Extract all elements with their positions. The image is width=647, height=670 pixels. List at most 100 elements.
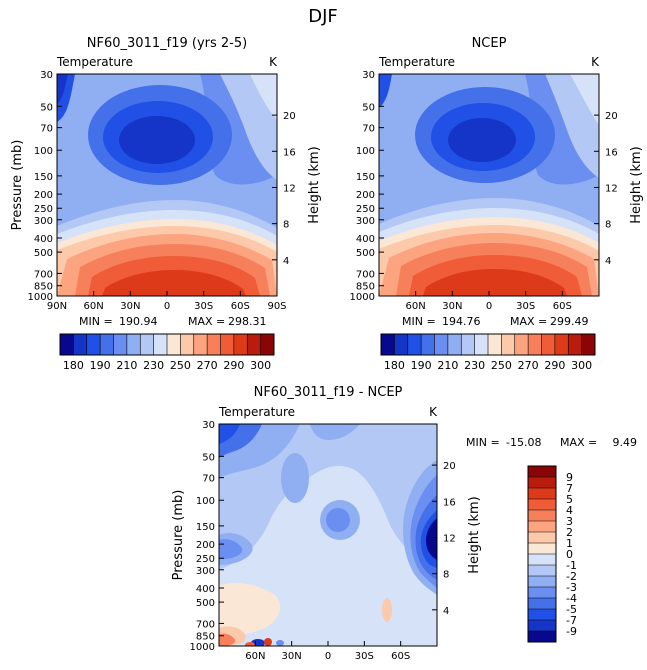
panel-model-colorbar-swatch [247,334,261,355]
panel-diff-height-tick-label: 16 [443,497,456,508]
panel-ncep-ylabel-right: Height (km) [629,146,644,223]
panel-ncep-height-tick-label: 16 [605,147,618,158]
panel-diff-colorbar-swatch [528,620,556,632]
panel-ncep-pressure-tick-label: 1000 [350,292,375,303]
panel-model-x-tick-label: 30N [120,301,140,312]
panel-diff-height-tick-label: 12 [443,533,456,544]
panel-ncep-pressure-tick-label: 400 [356,234,375,245]
panel-diff-x-tick-label: 0 [325,651,331,662]
panel-model-height-tick-label: 12 [283,183,296,194]
panel-ncep-units: K [591,55,600,69]
panel-diff-ylabel-right: Height (km) [467,496,482,573]
panel-model-colorbar-label: 270 [197,359,218,372]
panel-diff-colorbar-swatch [528,565,556,577]
panel-diff-variable: Temperature [218,405,295,419]
panel-ncep-colorbar-swatch [541,334,556,355]
panel-diff-colorbar-swatch [528,576,556,588]
panel-ncep-title: NCEP [472,36,507,51]
panel-model-colorbar-label: 180 [63,359,84,372]
panel-diff-pressure-tick-label: 30 [202,420,215,431]
panel-model-pressure-tick-label: 300 [34,216,53,227]
panel-diff-max-value: 9.49 [613,436,638,449]
panel-diff-colorbar-swatch [528,488,556,500]
panel-ncep-x-tick-label: 30S [516,301,535,312]
panel-diff-height-tick-label: 20 [443,461,456,472]
panel-model-min-value: 190.94 [119,315,158,328]
panel-ncep-colorbar-swatch [394,334,409,355]
panel-diff-colorbar-label: 7 [566,482,573,495]
panel-ncep-pressure-tick-label: 250 [356,204,375,215]
panel-diff-colorbar-label: 1 [566,537,573,550]
panel-diff-colorbar-label: -1 [566,559,577,572]
panel-diff-pressure-tick-label: 100 [196,496,215,507]
panel-model-colorbar-label: 210 [116,359,137,372]
panel-ncep-colorbar-label: 190 [411,359,432,372]
panel-ncep-colorbar-swatch [581,334,596,355]
panel-diff-units: K [429,405,438,419]
panel-ncep-colorbar-swatch [501,334,516,355]
panel-model-stats: MIN = 190.94 MAX = 298.31 [79,315,267,328]
panel-ncep-colorbar-label: 250 [491,359,512,372]
panel-diff-pressure-tick-label: 250 [196,554,215,565]
panel-diff-pressure-tick-label: 200 [196,540,215,551]
panel-ncep-pressure-tick-label: 850 [356,282,375,293]
panel-diff-colorbar-swatch [528,510,556,522]
panel-ncep-colorbar-label: 210 [437,359,458,372]
panel-diff-colorbar-swatch [528,554,556,566]
panel-ncep-pressure-tick-label: 150 [356,172,375,183]
panel-ncep-colorbar-swatch [474,334,489,355]
panel-model-colorbar-swatch [220,334,235,355]
panel-diff-pressure-tick-label: 70 [202,474,215,485]
panel-ncep-pressure-tick-label: 200 [356,190,375,201]
panel-model-max-label: MAX = [188,315,225,328]
panel-ncep-colorbar-label: 180 [384,359,405,372]
panel-ncep-colorbar-swatch [528,334,542,355]
panel-model-colorbar: 180 190 210 230 250 270 290 300 [59,333,275,372]
panel-ncep-min-value: 194.76 [442,315,481,328]
panel-ncep-x-tick-label: 30N [442,301,462,312]
panel-ncep-colorbar-swatch [434,334,449,355]
panel-model-x-tick-label: 0 [164,301,170,312]
panel-ncep-height-tick-label: 20 [605,111,618,122]
panel-ncep-height-tick-label: 8 [605,220,611,231]
panel-model-colorbar-swatch [100,334,114,355]
panel-diff-pressure-tick-label: 700 [196,619,215,630]
panel-model-colorbar-swatch [233,334,248,355]
panel-model-colorbar-label: 290 [223,359,244,372]
panel-model-x-tick-label: 30S [194,301,213,312]
panel-model-colorbar-label: 190 [90,359,111,372]
panel-ncep-x-tick-label: 60N [406,301,426,312]
panel-ncep-field [379,74,599,296]
panel-ncep-pressure-tick-label: 100 [356,146,375,157]
panel-diff-pressure-tick-label: 850 [196,632,215,643]
panel-model-variable: Temperature [56,55,133,69]
panel-model-pressure-tick-label: 700 [34,269,53,280]
panel-diff-pressure-tick-label: 500 [196,598,215,609]
panel-ncep-axes: 3050701001502002503004005007008501000481… [350,70,618,312]
panel-model-x-tick-label: 90S [267,301,286,312]
panel-diff-colorbar-swatch [528,532,556,544]
panel-model-height-tick-label: 8 [283,220,289,231]
panel-diff-min-label: MIN = [466,436,500,449]
panel-model-pressure-tick-label: 200 [34,190,53,201]
panel-model-ylabel: Pressure (mb) [10,140,25,231]
page-title: DJF [308,6,338,27]
panel-model-colorbar-swatch [193,334,208,355]
panel-model-colorbar-swatch [126,334,141,355]
panel-ncep-colorbar-swatch [421,334,435,355]
panel-model-height-tick-label: 4 [283,256,289,267]
panel-ncep-colorbar-label: 290 [544,359,565,372]
panel-ncep-pressure-tick-label: 30 [362,70,375,81]
panel-ncep-colorbar-label: 230 [464,359,485,372]
panel-ncep-pressure-tick-label: 700 [356,269,375,280]
panel-model-colorbar-swatch [260,334,275,355]
panel-ncep-colorbar-swatch [381,334,395,355]
panel-model-pressure-tick-label: 250 [34,204,53,215]
panel-diff-colorbar-label: -5 [566,603,577,616]
panel-diff-colorbar-label: 5 [566,493,573,506]
panel-diff-colorbar-label: -9 [566,625,577,638]
panel-model-ylabel-right: Height (km) [307,146,322,223]
panel-diff-max-label: MAX = [560,436,597,449]
